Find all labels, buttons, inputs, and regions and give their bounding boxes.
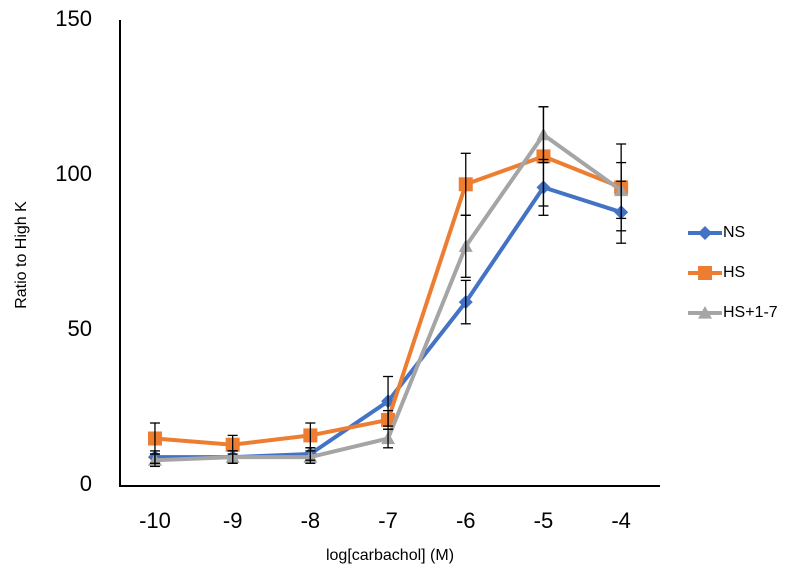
error-bar	[460, 214, 471, 278]
error-bar	[149, 453, 160, 468]
x-tick-label: -7	[378, 508, 398, 533]
legend-label: HS+1-7	[723, 304, 778, 321]
y-tick-label: 100	[55, 161, 92, 186]
legend-marker	[698, 266, 712, 280]
y-axis-label: Ratio to High K	[13, 201, 30, 309]
legend-marker	[698, 226, 712, 240]
error-bar	[305, 450, 316, 464]
legend-label: NS	[723, 224, 745, 241]
x-tick-label: -9	[223, 508, 243, 533]
x-tick-label: -8	[301, 508, 321, 533]
error-bar	[383, 428, 394, 449]
y-tick-label: 150	[55, 6, 92, 31]
error-bar	[460, 279, 471, 325]
x-tick-label: -4	[611, 508, 631, 533]
y-tick-label: 50	[68, 316, 92, 341]
legend-marker	[698, 306, 712, 319]
error-bar	[616, 161, 627, 220]
error-bar	[305, 422, 316, 449]
x-tick-label: -5	[534, 508, 554, 533]
y-tick-label: 0	[80, 471, 92, 496]
legend-label: HS	[723, 264, 745, 281]
x-axis-label: log[carbachol] (M)	[326, 547, 454, 564]
error-bar	[538, 106, 549, 164]
x-tick-label: -6	[456, 508, 476, 533]
x-tick-label: -10	[139, 508, 171, 533]
error-bar	[227, 450, 238, 464]
